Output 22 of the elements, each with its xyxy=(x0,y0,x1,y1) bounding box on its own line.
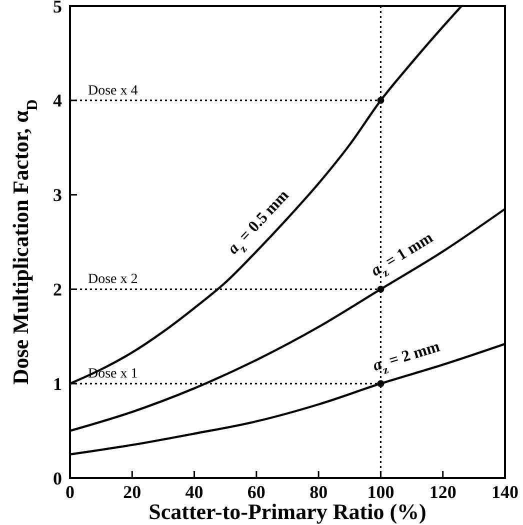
x-tick-label: 60 xyxy=(247,482,266,502)
x-tick-label: 40 xyxy=(185,482,204,502)
ref-line-label: Dose x 4 xyxy=(88,83,138,98)
x-tick-label: 100 xyxy=(367,482,394,502)
y-tick-label: 2 xyxy=(53,280,62,300)
y-tick-label: 0 xyxy=(53,468,62,488)
x-tick-label: 20 xyxy=(123,482,142,502)
x-axis-title: Scatter-to-Primary Ratio (%) xyxy=(148,499,426,524)
x-tick-label: 0 xyxy=(66,482,74,502)
text: a$_{z}$ = 1 mm xyxy=(368,229,437,280)
point xyxy=(377,380,384,388)
y-tick-label: 3 xyxy=(53,185,62,206)
y-tick-label: 5 xyxy=(53,0,62,16)
x-tick-label: 140 xyxy=(492,482,518,502)
y-tick-label: 1 xyxy=(53,374,62,394)
text: a$_{z}$ = 2 mm xyxy=(371,338,442,378)
point xyxy=(377,286,384,293)
x-tick-label: 120 xyxy=(429,482,456,502)
ref-line-label: Dose x 2 xyxy=(88,272,138,288)
x-tick-label: 80 xyxy=(310,482,328,502)
y-tick-label: 4 xyxy=(53,90,62,111)
point xyxy=(377,96,384,104)
